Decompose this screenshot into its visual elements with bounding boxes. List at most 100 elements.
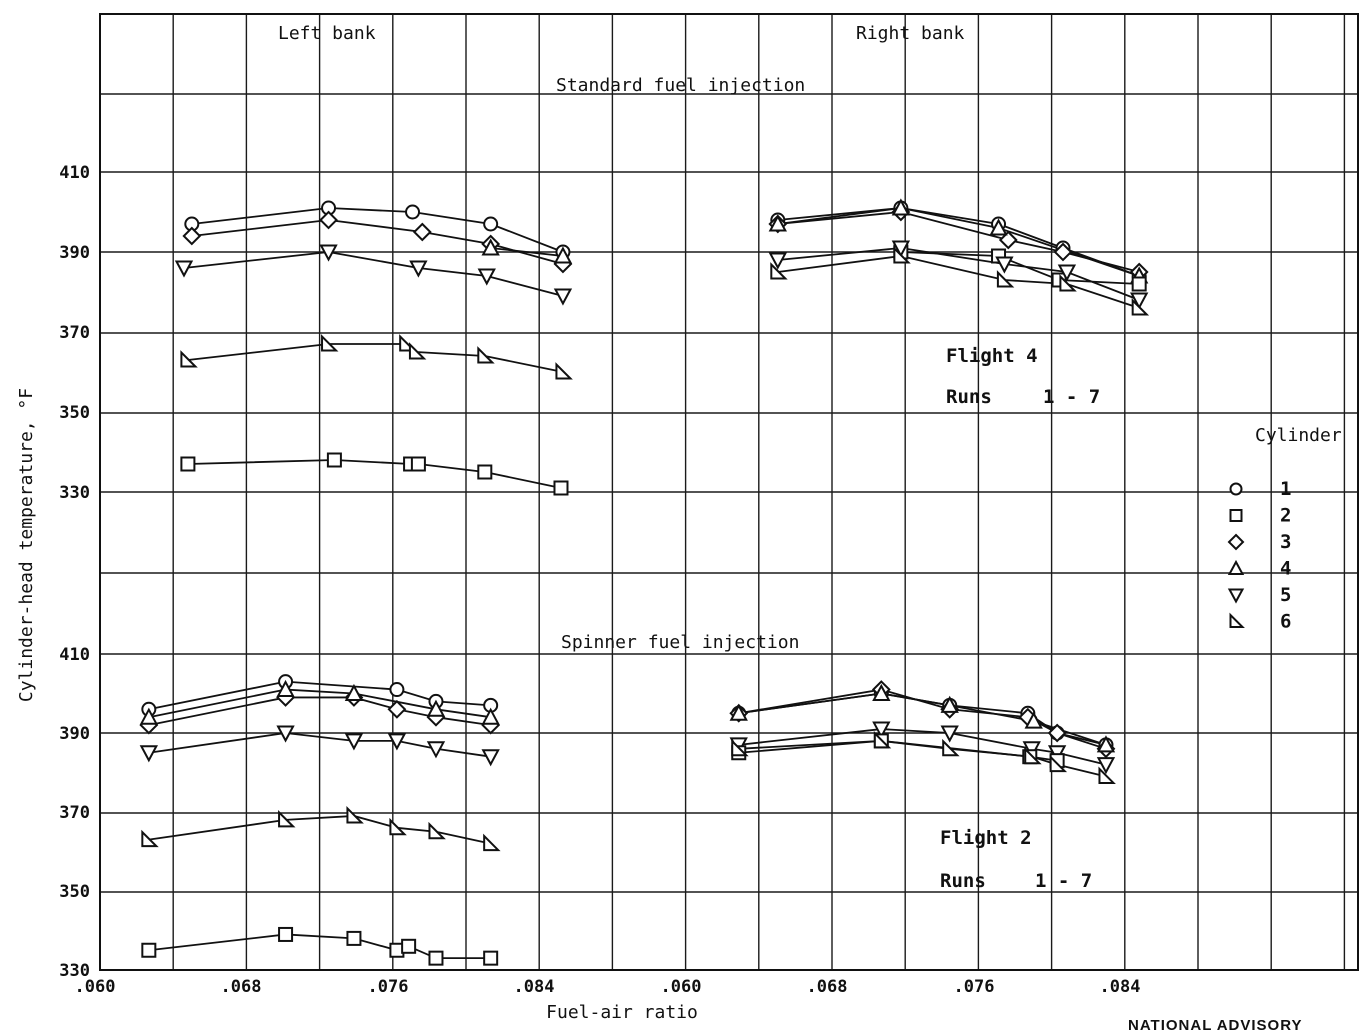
- triangle-down-marker: [319, 244, 338, 262]
- triangle-down-marker: [891, 240, 911, 258]
- triangle-right-marker: [873, 730, 892, 749]
- triangle-down-marker: [477, 268, 496, 286]
- triangle-down-marker: [387, 733, 407, 751]
- triangle-right-marker: [1098, 766, 1116, 784]
- chart-text-layer: Left bank Right bank Standard fuel injec…: [16, 23, 1342, 1032]
- diamond-marker: [1047, 723, 1067, 743]
- triangle-down-marker: [995, 256, 1014, 274]
- plot-frame: [99, 13, 1359, 971]
- y-tick-label: 350: [59, 882, 90, 902]
- data-markers: [139, 198, 1150, 966]
- square-marker: [483, 950, 499, 966]
- square-marker: [1131, 276, 1147, 292]
- triangle-up-marker: [426, 699, 446, 717]
- triangle-right-marker: [389, 817, 407, 836]
- diamond-marker: [998, 230, 1018, 250]
- square-marker: [428, 950, 444, 966]
- x-tick-label: .060: [661, 977, 702, 997]
- y-tick-label: 330: [59, 483, 90, 503]
- triangle-right-marker: [321, 334, 339, 352]
- triangle-down-marker: [426, 741, 446, 759]
- triangle-down-marker: [344, 733, 364, 751]
- diamond-marker: [1053, 242, 1073, 262]
- triangle-up-marker: [344, 683, 364, 701]
- circle-marker: [389, 682, 405, 698]
- triangle-right-marker: [893, 246, 911, 264]
- y-tick-label: 330: [59, 961, 90, 981]
- triangle-down-marker: [1096, 757, 1116, 775]
- square-marker: [346, 930, 362, 946]
- flight-label-standard: Flight 4: [946, 345, 1038, 367]
- triangle-right-marker: [180, 350, 198, 368]
- square-marker: [1229, 509, 1243, 522]
- x-tick-label: .060: [75, 977, 116, 997]
- triangle-right-marker: [1049, 754, 1068, 773]
- runs-value-spinner: 1 - 7: [1035, 870, 1092, 892]
- curve-standard-left-cyl-6: [187, 343, 564, 373]
- runs-label-spinner: Runs: [940, 870, 986, 892]
- legend-entry-label: 4: [1280, 558, 1291, 580]
- triangle-up-marker: [481, 238, 500, 256]
- left-bank-label: Left bank: [278, 23, 376, 44]
- triangle-down-marker: [1130, 292, 1149, 310]
- y-tick-label: 370: [59, 803, 90, 823]
- curve-standard-right-cyl-6: [777, 255, 1140, 309]
- triangle-right-marker: [477, 346, 495, 364]
- triangle-right-marker: [428, 821, 446, 840]
- triangle-right-marker: [555, 362, 573, 380]
- triangle-right-marker: [483, 833, 501, 852]
- triangle-right-marker: [770, 262, 788, 280]
- curve-spinner-right-cyl-3: [738, 688, 1107, 750]
- tick-labels: .060 .068 .076 .084 .060 .068 .076 .084 410 390 37…: [59, 163, 1140, 997]
- y-tick-label: 370: [59, 323, 90, 343]
- curve-standard-left-cyl-2: [187, 459, 562, 489]
- triangle-up-marker: [989, 218, 1008, 236]
- curve-standard-right-cyl-4: [777, 207, 1140, 277]
- diamond-marker: [1227, 533, 1245, 551]
- x-axis-label: Fuel-air ratio: [546, 1002, 698, 1023]
- triangle-down-marker: [553, 288, 573, 306]
- legend-title: Cylinder: [1255, 425, 1342, 446]
- diamond-marker: [387, 699, 407, 719]
- y-tick-label: 410: [59, 645, 90, 665]
- triangle-right-marker: [141, 829, 159, 848]
- runs-label-standard: Runs: [946, 386, 992, 408]
- triangle-right-marker: [1229, 612, 1245, 628]
- triangle-up-marker: [872, 683, 891, 701]
- triangle-down-marker: [276, 725, 295, 743]
- triangle-down-marker: [1057, 264, 1077, 282]
- y-tick-label: 390: [59, 724, 90, 744]
- circle-marker: [1229, 482, 1243, 496]
- x-tick-label: .084: [1100, 977, 1141, 997]
- diamond-marker: [182, 226, 202, 246]
- y-axis-label: Cylinder-head temperature, °F: [16, 388, 37, 702]
- circle-marker: [405, 204, 421, 220]
- curve-standard-left-cyl-3: [191, 219, 564, 265]
- triangle-down-marker: [409, 260, 428, 278]
- triangle-up-marker: [139, 707, 159, 725]
- triangle-right-marker: [996, 270, 1015, 288]
- curve-spinner-right-cyl-4: [738, 692, 1107, 746]
- triangle-down-marker: [1227, 588, 1245, 604]
- legend-entry-label: 2: [1280, 505, 1291, 527]
- square-marker: [553, 480, 569, 496]
- grid: [99, 13, 1359, 971]
- x-tick-label: .068: [221, 977, 262, 997]
- triangle-right-marker: [346, 806, 364, 824]
- panel-title-spinner: Spinner fuel injection: [561, 632, 799, 653]
- x-tick-label: .068: [807, 977, 848, 997]
- panel-title-standard: Standard fuel injection: [556, 75, 805, 96]
- triangle-right-marker: [731, 738, 749, 757]
- triangle-up-marker: [1024, 711, 1043, 729]
- triangle-right-marker: [1131, 298, 1150, 316]
- x-tick-label: .076: [954, 977, 995, 997]
- x-tick-label: .084: [514, 977, 555, 997]
- curve-standard-right-cyl-2: [900, 251, 1140, 285]
- triangle-right-marker: [942, 738, 960, 757]
- square-marker: [141, 942, 157, 958]
- square-marker: [326, 452, 342, 468]
- square-marker: [410, 456, 426, 472]
- triangle-up-marker: [891, 198, 911, 216]
- square-marker: [401, 938, 417, 954]
- triangle-down-marker: [940, 725, 959, 743]
